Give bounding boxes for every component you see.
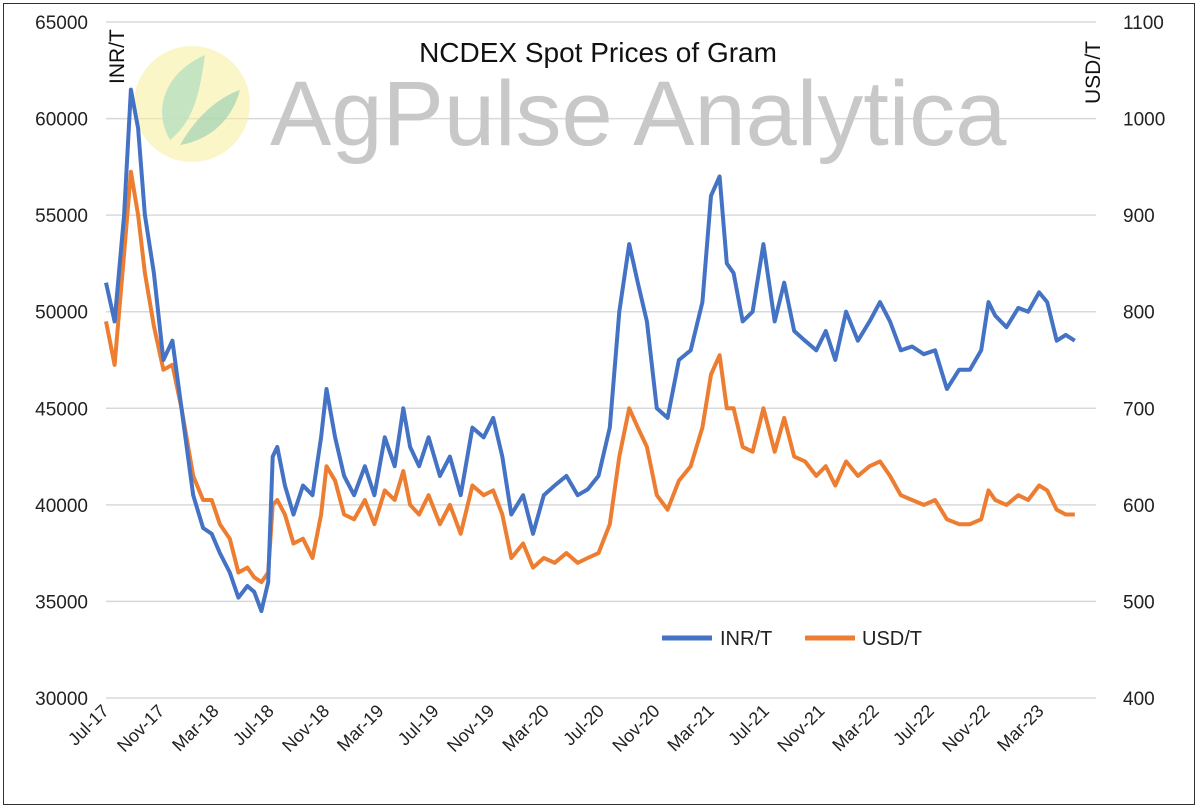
y-tick-right-label: 500 (1123, 592, 1155, 613)
x-tick-label: Mar-22 (828, 701, 882, 755)
y-tick-left-label: 40000 (35, 496, 88, 517)
series-inr-line (104, 87, 1076, 614)
x-tick-label: Mar-19 (333, 701, 387, 755)
y-tick-right-label: 400 (1123, 689, 1155, 710)
y-tick-left-label: 50000 (35, 303, 88, 324)
leaf-icon (162, 55, 205, 140)
x-tick-label: Nov-20 (608, 701, 663, 756)
chart-title: NCDEX Spot Prices of Gram (419, 37, 777, 68)
series-usd-line (104, 169, 1075, 585)
y-axis-right-ticks: 400 500 600 700 800 900 1000 1100 (1123, 13, 1165, 710)
y-tick-right-label: 600 (1123, 496, 1155, 517)
watermark: AgPulse Analytica (134, 46, 1007, 165)
watermark-text: AgPulse Analytica (270, 63, 1007, 165)
legend-usd-label: USD/T (862, 628, 922, 650)
series-group (104, 87, 1076, 614)
x-tick-label: Jul-20 (559, 701, 608, 750)
y-tick-right-label: 700 (1123, 399, 1155, 420)
y-tick-left-label: 60000 (35, 110, 88, 131)
y-axis-left-label: INR/T (106, 29, 129, 84)
legend: INR/T USD/T (662, 628, 922, 650)
y-tick-right-label: 900 (1123, 206, 1155, 227)
x-tick-label: Jul-19 (394, 701, 443, 750)
x-tick-label: Mar-18 (168, 701, 222, 755)
y-tick-right-label: 800 (1123, 303, 1155, 324)
y-tick-left-label: 30000 (35, 689, 88, 710)
y-tick-left-label: 45000 (35, 399, 88, 420)
x-tick-label: Jul-18 (229, 701, 278, 750)
y-axis-right-label: USD/T (1082, 41, 1105, 104)
y-tick-left-label: 65000 (35, 13, 88, 34)
y-tick-right-label: 1100 (1123, 13, 1164, 34)
y-axis-left-ticks: 30000 35000 40000 45000 50000 55000 60000 65000 (35, 13, 88, 710)
x-tick-label: Nov-21 (773, 701, 828, 756)
y-tick-left-label: 55000 (35, 206, 88, 227)
x-tick-label: Jul-22 (889, 701, 938, 750)
x-tick-label: Nov-22 (938, 701, 993, 756)
chart-frame (3, 3, 1195, 805)
legend-inr-label: INR/T (720, 628, 772, 650)
x-axis-ticks: Jul-17 Nov-17 Mar-18 Jul-18 Nov-18 Mar-19 Jul-… (64, 701, 1048, 756)
y-tick-left-label: 35000 (35, 592, 88, 613)
leaf-icon-2 (180, 90, 240, 145)
y-tick-right-label: 1000 (1123, 110, 1165, 131)
x-tick-label: Mar-21 (663, 701, 717, 755)
x-tick-label: Nov-19 (443, 701, 498, 756)
x-tick-label: Jul-21 (724, 701, 773, 750)
gridlines (106, 21, 1096, 699)
x-tick-label: Mar-23 (993, 701, 1047, 755)
x-tick-label: Nov-17 (113, 701, 168, 756)
x-tick-label: Nov-18 (278, 701, 333, 756)
x-tick-label: Mar-20 (498, 701, 552, 755)
